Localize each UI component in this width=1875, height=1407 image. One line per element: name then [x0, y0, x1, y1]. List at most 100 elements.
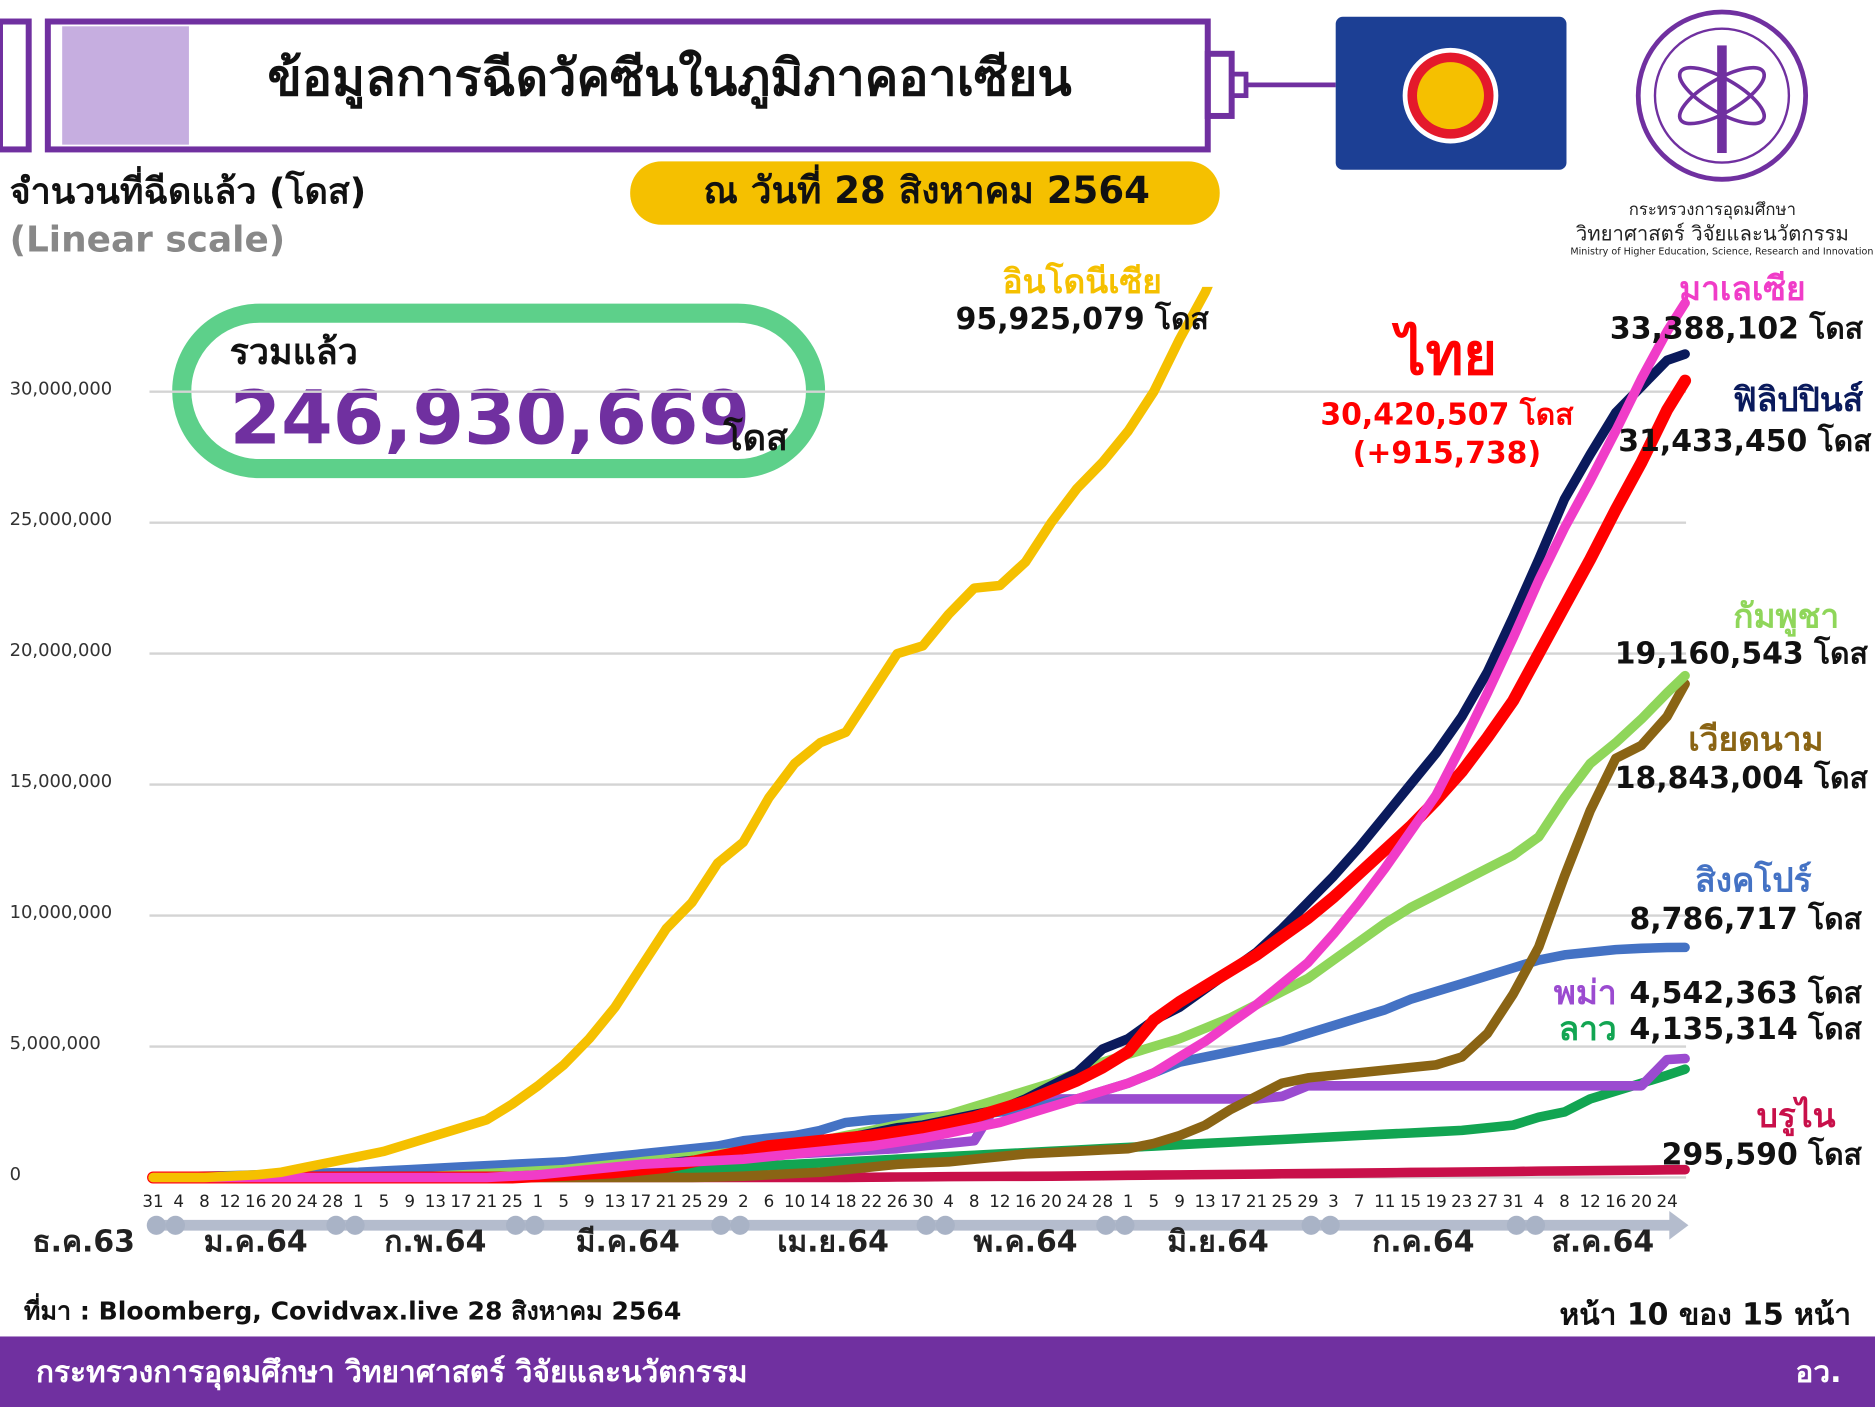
asean-flag	[1335, 16, 1567, 170]
date: ณ วันที่ 28 สิงหาคม 2564	[704, 164, 1150, 212]
month-label: ธ.ค.63	[32, 1225, 135, 1260]
date-pill	[630, 161, 1220, 225]
series-name: กัมพูชา	[1733, 597, 1839, 638]
x-tick-label: 16	[245, 1191, 266, 1211]
x-tick-label: 4	[1533, 1191, 1544, 1211]
y-tick-label: 25,000,000	[10, 509, 113, 530]
series-total: 19,160,543 โดส	[1615, 635, 1869, 672]
syringe-header	[0, 18, 1336, 153]
series-name: มาเลเซีย	[1679, 269, 1806, 308]
x-tick-label: 11	[1374, 1191, 1395, 1211]
month-label: ม.ค.64	[204, 1225, 308, 1260]
x-tick-label: 1	[353, 1191, 364, 1211]
x-tick-label: 24	[296, 1191, 317, 1211]
x-tick-label: 9	[1174, 1191, 1185, 1211]
ministry-name: กระทรวงการอุดมศึกษา	[1629, 199, 1796, 220]
y-tick-label: 20,000,000	[10, 640, 113, 661]
series-total: 18,843,004 โดส	[1615, 759, 1869, 796]
x-tick-label: 16	[1015, 1191, 1036, 1211]
series-name: ฟิลิปปินส์	[1733, 380, 1864, 419]
x-tick-label: 13	[1195, 1191, 1216, 1211]
x-tick-label: 13	[604, 1191, 625, 1211]
month-label: ก.ค.64	[1372, 1225, 1474, 1260]
x-tick-label: 21	[1246, 1191, 1267, 1211]
total-value: 246,930,669	[230, 376, 750, 462]
x-tick-label: 10	[784, 1191, 805, 1211]
x-tick-label: 30	[912, 1191, 933, 1211]
title: ข้อมูลการฉีดวัคซีนในภูมิภาคอาเซียน	[268, 48, 1072, 109]
x-tick-label: 2	[738, 1191, 749, 1211]
total-unit: โดส	[722, 416, 788, 459]
x-tick-label: 4	[173, 1191, 184, 1211]
month-label: ก.พ.64	[384, 1225, 486, 1260]
month-label: พ.ค.64	[974, 1225, 1078, 1260]
x-tick-label: 13	[425, 1191, 446, 1211]
month-separator	[506, 1215, 526, 1235]
series-name: เวียดนาม	[1688, 720, 1823, 759]
series-total: 4,542,363 โดส	[1630, 974, 1863, 1011]
x-tick-label: 17	[1220, 1191, 1241, 1211]
x-tick-label: 3	[1328, 1191, 1339, 1211]
ministry-name-en: Ministry of Higher Education, Science, R…	[1570, 247, 1873, 258]
plot	[147, 286, 1692, 1184]
month-separator	[326, 1215, 346, 1235]
total-label: รวมแล้ว	[230, 332, 358, 373]
month-separator	[1320, 1215, 1340, 1235]
series-name: ไทย	[1391, 321, 1497, 388]
x-tick-label: 6	[764, 1191, 775, 1211]
page-number: หน้า 10 ของ 15 หน้า	[1560, 1298, 1852, 1333]
series-increase: (+915,738)	[1353, 436, 1541, 471]
axes: 0 5,000,000 10,000,000 15,000,000 20,000,000…	[10, 378, 1689, 1260]
x-tick-label: 4	[943, 1191, 954, 1211]
x-tick-label: 9	[404, 1191, 415, 1211]
x-tick-label: 12	[219, 1191, 240, 1211]
y-tick-label: 5,000,000	[10, 1033, 101, 1054]
series-line	[148, 298, 1690, 1183]
series-labels: อินโดนีเซีย95,925,079 โดส มาเลเซีย33,388,…	[956, 262, 1873, 1173]
series-total: 33,388,102 โดส	[1610, 309, 1864, 346]
month-separator	[165, 1215, 186, 1235]
x-tick-label: 14	[810, 1191, 831, 1211]
source: ที่มา : Bloomberg, Covidvax.live 28 สิงห…	[24, 1293, 681, 1326]
x-tick-label: 24	[1066, 1191, 1087, 1211]
x-tick-label: 1	[1123, 1191, 1134, 1211]
ministry-name: วิทยาศาสตร์ วิจัยและนวัตกรรม	[1575, 221, 1849, 245]
series-total: 4,135,314 โดส	[1630, 1010, 1863, 1047]
series-total: 8,786,717 โดส	[1630, 900, 1863, 937]
month-separator	[711, 1215, 731, 1235]
x-tick-label: 17	[630, 1191, 651, 1211]
x-tick-label: 20	[1041, 1191, 1062, 1211]
footer-band	[0, 1336, 1875, 1407]
x-tick-label: 1	[533, 1191, 544, 1211]
series-name: สิงคโปร์	[1695, 861, 1811, 900]
x-tick-label: 22	[861, 1191, 882, 1211]
x-tick-label: 20	[271, 1191, 292, 1211]
month-separator	[146, 1215, 166, 1235]
x-tick-label: 17	[450, 1191, 471, 1211]
scale-note: (Linear scale)	[10, 219, 286, 260]
ministry-logo	[1635, 9, 1809, 182]
x-tick-label: 28	[1092, 1191, 1113, 1211]
x-tick-label: 8	[1559, 1191, 1570, 1211]
month-separator	[1525, 1215, 1546, 1235]
month-label: เม.ย.64	[777, 1225, 889, 1260]
x-tick-label: 21	[656, 1191, 677, 1211]
y-axis-label: จำนวนที่ฉีดแล้ว (โดส)	[10, 166, 367, 213]
x-tick-label: 28	[322, 1191, 343, 1211]
month-label: ส.ค.64	[1552, 1225, 1655, 1260]
x-tick-label: 25	[1272, 1191, 1293, 1211]
month-separator	[1506, 1215, 1526, 1235]
x-tick-label: 24	[1656, 1191, 1677, 1211]
x-tick-label: 8	[199, 1191, 210, 1211]
series-name: บรูไน	[1757, 1096, 1836, 1137]
x-tick-label: 5	[1149, 1191, 1160, 1211]
y-tick-label: 30,000,000	[10, 378, 113, 399]
x-axis-arrow	[1669, 1210, 1689, 1240]
series-name: ลาว	[1559, 1009, 1617, 1048]
y-tick-label: 10,000,000	[10, 902, 113, 923]
x-tick-label: 15	[1400, 1191, 1421, 1211]
month-label: มี.ค.64	[576, 1225, 680, 1260]
month-separator	[525, 1215, 545, 1235]
month-label: มิ.ย.64	[1167, 1225, 1269, 1260]
